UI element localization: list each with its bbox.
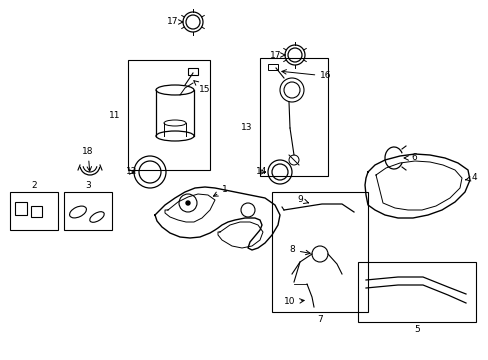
Text: 2: 2 xyxy=(31,181,37,190)
Bar xyxy=(357,262,475,322)
Text: 9: 9 xyxy=(297,195,308,204)
Text: 15: 15 xyxy=(193,81,210,94)
Text: 12: 12 xyxy=(126,167,138,176)
Bar xyxy=(10,192,58,230)
Bar xyxy=(260,58,327,176)
Text: 16: 16 xyxy=(281,69,331,81)
Bar xyxy=(267,64,278,70)
Bar xyxy=(187,68,198,75)
Text: 6: 6 xyxy=(403,153,416,162)
Text: 13: 13 xyxy=(240,123,251,132)
Text: 10: 10 xyxy=(284,297,304,306)
Text: 5: 5 xyxy=(413,325,419,334)
Bar xyxy=(128,60,209,170)
Text: 17: 17 xyxy=(270,50,285,59)
Text: 11: 11 xyxy=(108,111,120,120)
Bar xyxy=(64,192,112,230)
Text: 17: 17 xyxy=(167,18,183,27)
Text: 18: 18 xyxy=(82,147,94,171)
Text: 4: 4 xyxy=(465,174,476,183)
Text: 7: 7 xyxy=(317,315,322,324)
Text: 1: 1 xyxy=(213,185,227,196)
Text: 8: 8 xyxy=(288,246,309,255)
Circle shape xyxy=(185,201,190,205)
Text: 3: 3 xyxy=(85,181,91,190)
Text: 14: 14 xyxy=(256,167,267,176)
Bar xyxy=(271,192,367,312)
